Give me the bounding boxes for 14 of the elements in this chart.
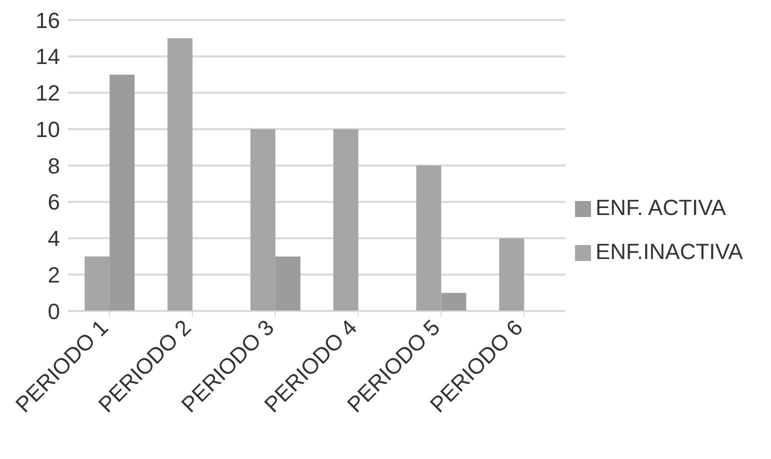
- y-tick-label: 8: [48, 153, 60, 178]
- legend-label: ENF. ACTIVA: [595, 194, 726, 220]
- y-tick-label: 0: [48, 298, 60, 324]
- y-tick-label: 10: [36, 116, 60, 142]
- y-tick-label: 4: [48, 226, 60, 252]
- y-tick-label: 14: [36, 44, 60, 70]
- y-tick-label: 6: [48, 190, 60, 215]
- bar: [333, 129, 358, 311]
- y-tick-label: 2: [48, 262, 60, 288]
- bar: [167, 38, 192, 311]
- legend-label: ENF.INACTIVA: [595, 238, 743, 264]
- y-tick-label: 16: [36, 8, 60, 33]
- y-tick-label: 12: [36, 80, 60, 106]
- bar: [499, 238, 524, 311]
